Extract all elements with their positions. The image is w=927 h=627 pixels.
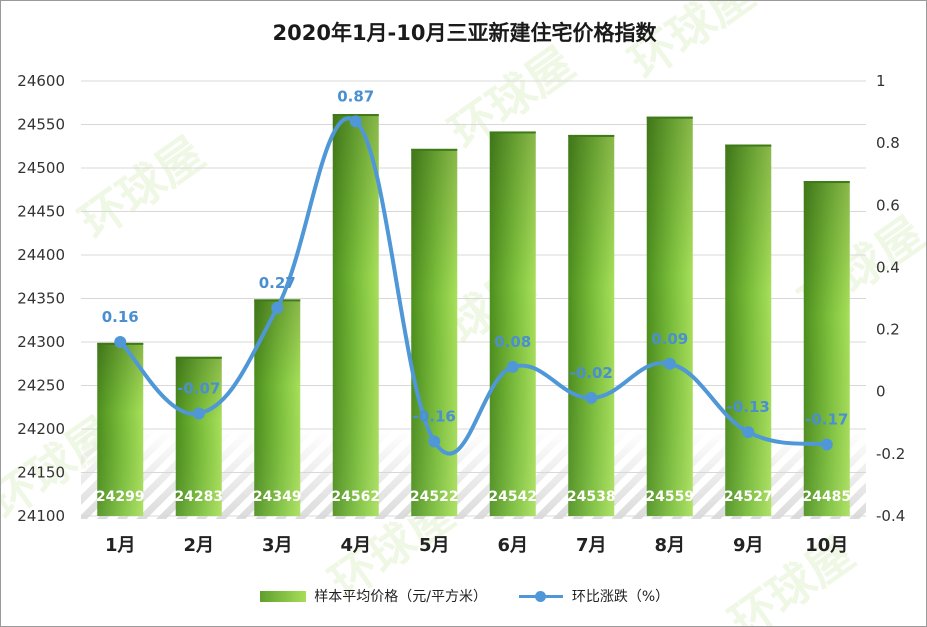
bar-value-label: 24559 [645,489,694,505]
x-tick-label: 10月 [805,535,848,556]
bar-value-label: 24527 [724,489,773,505]
y-right-tick-label: 1 [876,72,886,90]
y-left-tick-label: 24350 [17,290,65,308]
line-point [428,435,441,448]
legend-bar-swatch [259,590,306,602]
bar-shade [97,342,144,516]
legend-item-price[interactable]: 样本平均价格（元/平方米） [259,586,487,606]
bar-top-edge [254,299,301,302]
bar-value-label: 24299 [96,489,145,505]
bar-top-edge [568,134,615,137]
chart-title: 2020年1月-10月三亚新建住宅价格指数 [272,21,657,45]
x-tick-label: 5月 [419,535,450,556]
legend[interactable]: 样本平均价格（元/平方米） 环比涨跌（%） [1,586,926,606]
y-right-tick-label: 0.2 [876,321,900,339]
y-left-tick-label: 24450 [17,203,65,221]
x-tick-label: 3月 [262,535,293,556]
line-value-label: -0.16 [413,407,456,425]
y-left-tick-label: 24150 [17,464,65,482]
bar-value-label: 24349 [253,489,302,505]
line-value-label: 0.08 [494,333,531,351]
y-right-tick-label: 0.6 [876,196,900,214]
y-left-tick-label: 24500 [17,159,65,177]
bar-shade [175,356,222,516]
legend-label-change: 环比涨跌（%） [571,589,670,605]
axes: 24100 24150 24200 24250 24300 24350 24400 24450… [17,72,905,556]
bar-top-edge [725,144,772,147]
bar-shade [568,134,615,516]
bar-top-edge [646,116,693,119]
bar-value-label: 24522 [410,489,459,505]
line-value-label: 0.16 [102,308,139,326]
x-tick-label: 7月 [576,535,607,556]
bar-shade [803,181,850,517]
y-right-tick-label: -0.2 [876,445,905,463]
y-left-tick-label: 24300 [17,333,65,351]
x-tick-label: 6月 [497,535,528,556]
line-value-label: -0.02 [570,364,613,382]
line-point [192,407,205,420]
line-series: 0.16 -0.07 0.27 0.87 -0.16 0.08 -0.02 0.09 -0.13… [102,87,848,456]
bar-shade [646,116,693,517]
line-point [349,115,362,128]
legend-line-swatch [519,590,564,602]
legend-label-price: 样本平均价格（元/平方米） [314,589,487,605]
line-point [663,357,676,370]
bar-value-label: 24538 [567,489,616,505]
y-left-tick-label: 24400 [17,246,65,264]
y-left-tick-label: 24250 [17,377,65,395]
bar-shade [725,144,772,516]
bar-top-edge [332,114,379,117]
bar-shade [489,131,536,516]
bar-shade [254,299,301,516]
y-right-tick-label: -0.4 [876,507,905,525]
line-point [585,391,598,404]
bar-value-label: 24542 [488,489,537,505]
bar-shade [332,114,379,516]
y-right-tick-label: 0.8 [876,134,900,152]
line-value-label: -0.17 [805,411,848,429]
watermark-text: 环球屋 [70,126,214,249]
x-tick-label: 8月 [654,535,685,556]
y-left-tick-label: 24550 [17,116,65,134]
x-tick-label: 2月 [183,535,214,556]
bar-top-edge [175,356,222,359]
bar-value-label: 24562 [331,489,380,505]
line-value-label: -0.13 [727,398,770,416]
line-point [820,438,833,451]
y-right-tick-label: 0 [876,383,886,401]
bar-top-edge [803,181,850,184]
bar-value-label: 24485 [802,489,851,505]
bar-shade [411,148,458,517]
x-tick-label: 4月 [340,535,371,556]
line-value-label: 0.87 [337,87,374,105]
line-point [742,426,755,439]
y-left-tick-label: 24200 [17,420,65,438]
bar-value-label: 24283 [174,489,223,505]
y-left-tick-label: 24600 [17,72,65,90]
legend-item-change[interactable]: 环比涨跌（%） [519,586,669,606]
bar-top-edge [411,148,458,151]
line-value-label: 0.27 [259,274,296,292]
y-left-tick-label: 24100 [17,507,65,525]
line-point [114,336,127,348]
bar-top-edge [489,131,536,134]
bar-series: 24299 24283 24349 24562 24522 24542 24538 24559… [96,114,851,517]
line-value-label: 0.09 [651,330,688,348]
y-right-tick-label: 0.4 [876,258,900,276]
line-point [271,301,284,314]
x-tick-label: 9月 [733,535,764,556]
line-point [506,360,519,373]
line-value-label: -0.07 [177,379,220,397]
x-tick-label: 1月 [105,535,136,556]
